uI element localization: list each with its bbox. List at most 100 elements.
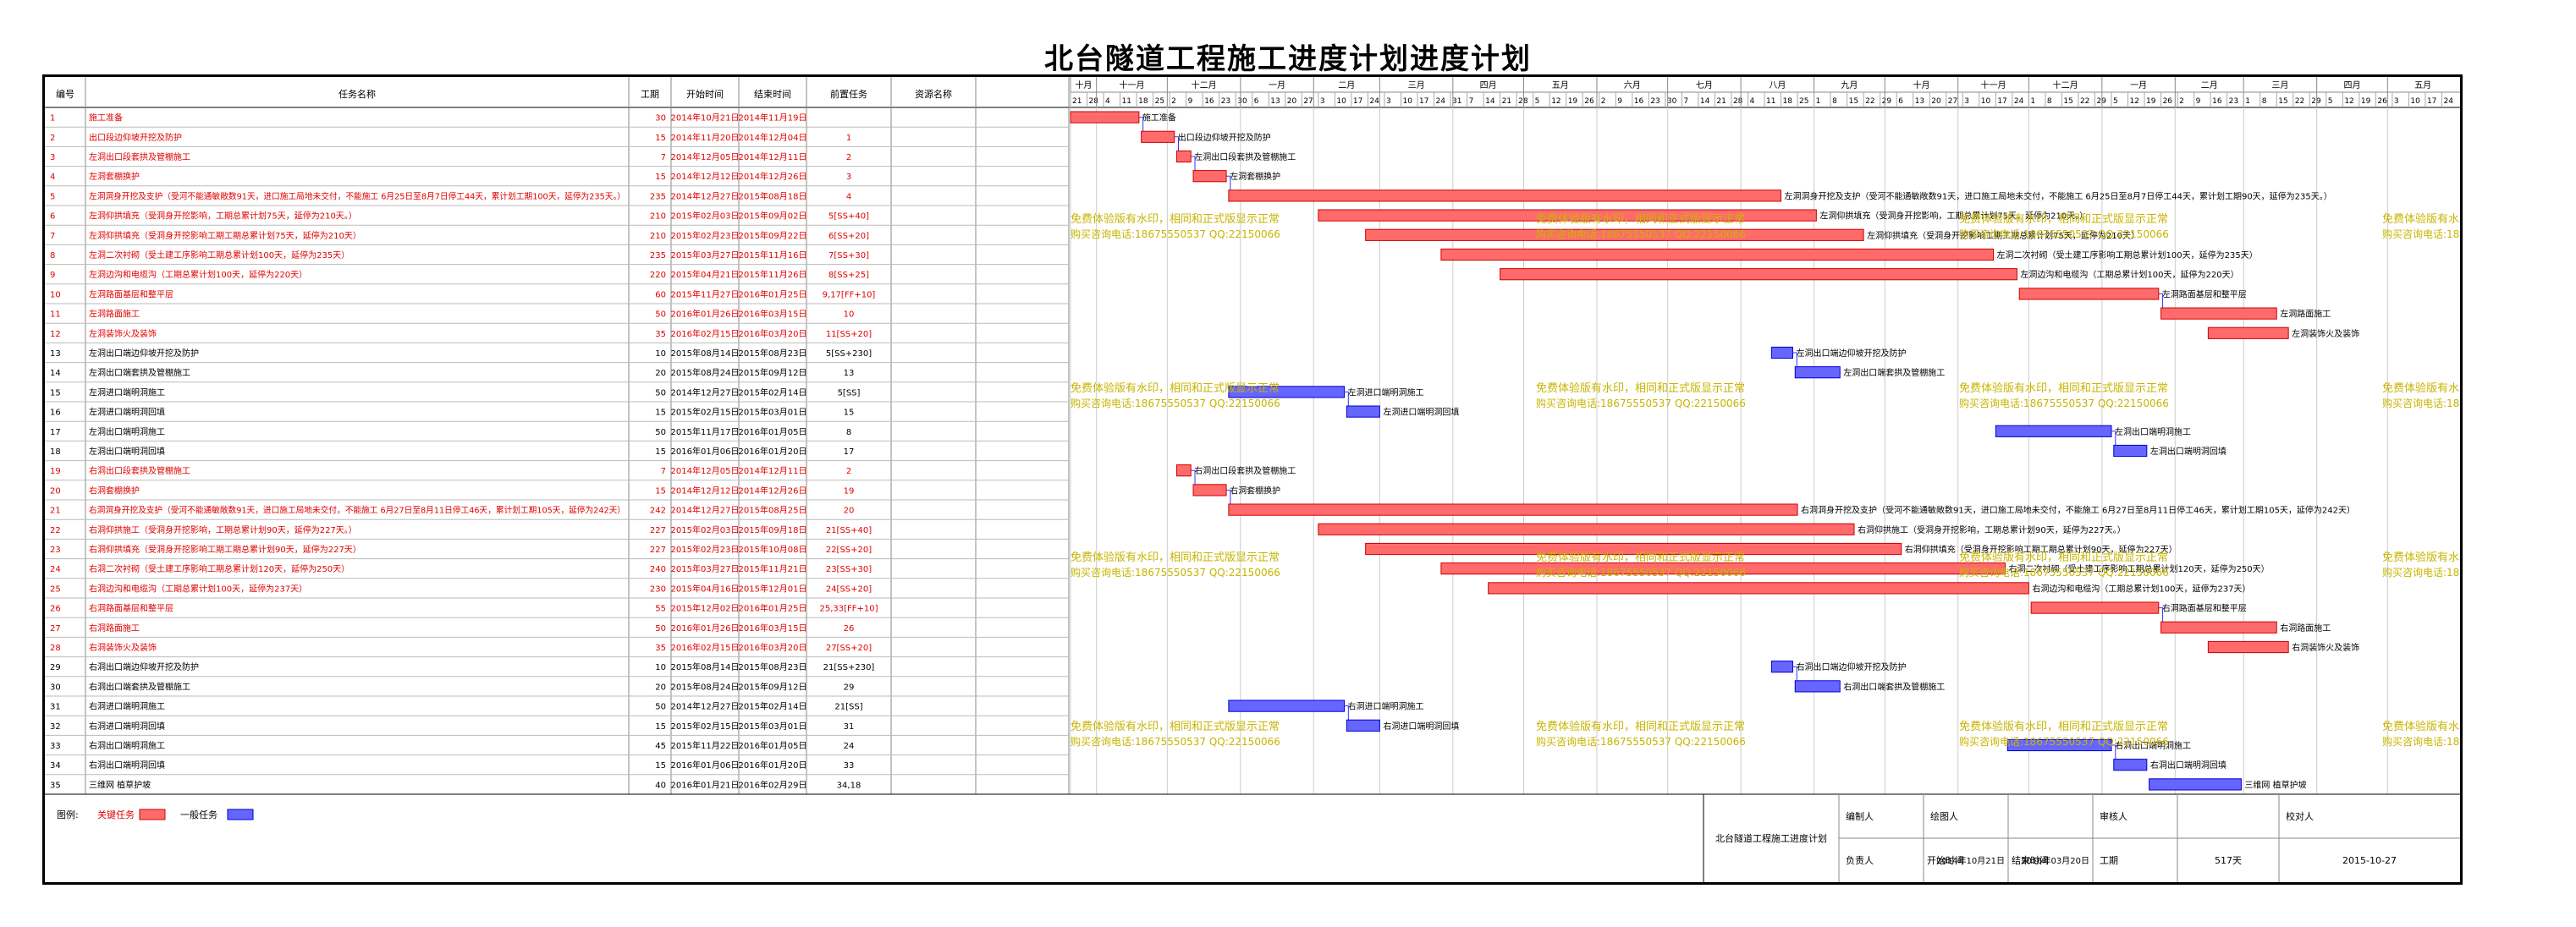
task-predecessor: 34,18 bbox=[837, 781, 861, 790]
column-header: 前置任务 bbox=[830, 88, 867, 100]
task-duration: 20 bbox=[655, 683, 666, 692]
task-predecessor: 5[SS+40] bbox=[828, 212, 869, 222]
task-name: 出口段边仰坡开挖及防护 bbox=[89, 132, 182, 143]
task-start: 2015年02月15日 bbox=[671, 407, 740, 418]
task-start: 2016年01月06日 bbox=[671, 446, 740, 457]
legend-critical-swatch bbox=[139, 809, 166, 820]
task-end: 2016年03月15日 bbox=[739, 309, 807, 320]
week-label: 17 bbox=[1353, 97, 1362, 106]
week-label: 19 bbox=[2361, 97, 2371, 106]
month-label: 五月 bbox=[2414, 80, 2431, 91]
task-predecessor: 22[SS+20] bbox=[826, 546, 872, 555]
gantt-bar bbox=[1794, 366, 1841, 379]
column-header: 结束时间 bbox=[754, 89, 791, 100]
task-duration: 30 bbox=[655, 114, 666, 123]
task-start: 2015年02月15日 bbox=[671, 721, 740, 732]
task-duration: 35 bbox=[655, 330, 666, 339]
task-predecessor: 27[SS+20] bbox=[826, 644, 872, 653]
month-label: 二月 bbox=[1338, 80, 1355, 91]
task-duration: 45 bbox=[655, 742, 666, 751]
month-label: 十二月 bbox=[2053, 80, 2078, 91]
task-predecessor: 8[SS+25] bbox=[828, 271, 869, 280]
week-label: 13 bbox=[1915, 97, 1924, 106]
task-duration: 15 bbox=[655, 761, 666, 771]
task-id: 12 bbox=[50, 330, 61, 339]
task-name: 右洞仰拱填充（受洞身开挖影响工期工期总累计划90天，延停为227天） bbox=[89, 544, 361, 555]
task-name: 左洞出口端明洞回填 bbox=[89, 446, 165, 457]
gantt-bar bbox=[1995, 425, 2112, 437]
week-label: 26 bbox=[2377, 97, 2387, 106]
watermark-text: 免费体验版有水印，相同和正式版显示正常 bbox=[2382, 720, 2460, 733]
gantt-bar bbox=[2113, 444, 2148, 458]
week-label: 8 bbox=[2047, 97, 2052, 106]
task-name: 左洞边沟和电缆沟（工期总累计划100天，延停为220天） bbox=[89, 269, 307, 280]
task-id: 31 bbox=[50, 703, 61, 712]
watermark-text: 免费体验版有水印，相同和正式版显示正常 bbox=[2382, 551, 2460, 564]
task-end: 2015年09月12日 bbox=[739, 367, 807, 378]
week-label: 22 bbox=[2295, 97, 2304, 106]
week-label: 9 bbox=[1617, 97, 1622, 106]
week-label: 18 bbox=[1783, 97, 1793, 106]
task-name: 左洞出口段套拱及管棚施工 bbox=[89, 151, 190, 162]
task-name: 右洞装饰火及装饰 bbox=[89, 642, 157, 653]
watermark-text: 免费体验版有水印，相同和正式版显示正常 bbox=[1959, 381, 2168, 395]
task-name: 左洞路面施工 bbox=[89, 309, 140, 320]
task-name: 右洞出口端套拱及管棚施工 bbox=[89, 681, 190, 692]
task-id: 10 bbox=[50, 290, 61, 299]
footer-reviewer: 审核人 bbox=[2100, 810, 2127, 822]
task-predecessor: 8 bbox=[846, 428, 851, 437]
week-label: 15 bbox=[2063, 97, 2072, 106]
task-id: 23 bbox=[50, 546, 61, 555]
task-start: 2016年02月15日 bbox=[671, 328, 740, 339]
task-name: 左洞出口端套拱及管棚施工 bbox=[89, 367, 190, 378]
week-label: 21 bbox=[1072, 97, 1082, 106]
task-duration: 50 bbox=[655, 388, 666, 398]
gantt-bar bbox=[1365, 228, 1864, 241]
task-id: 7 bbox=[50, 232, 55, 241]
week-label: 24 bbox=[1369, 97, 1379, 106]
week-label: 26 bbox=[2163, 97, 2173, 106]
gantt-bar bbox=[1070, 111, 1140, 123]
bar-label: 右洞装饰火及装饰 bbox=[2292, 642, 2359, 653]
week-label: 27 bbox=[1303, 97, 1313, 106]
task-predecessor: 4 bbox=[846, 192, 851, 201]
week-label: 21 bbox=[1716, 97, 1726, 106]
dependency-link bbox=[2111, 744, 2116, 760]
task-end: 2015年03月01日 bbox=[739, 407, 807, 418]
task-duration: 227 bbox=[650, 526, 666, 535]
week-label: 1 bbox=[1816, 97, 1821, 106]
legend-normal-swatch bbox=[227, 809, 254, 820]
week-label: 5 bbox=[2328, 97, 2333, 106]
week-label: 9 bbox=[1188, 97, 1193, 106]
gantt-bar bbox=[1318, 209, 1817, 222]
bar-label: 左洞边沟和电缆沟（工期总累计划100天，延停为220天） bbox=[2020, 269, 2238, 280]
task-end: 2016年01月20日 bbox=[739, 760, 807, 771]
task-name: 左洞出口端边仰坡开挖及防护 bbox=[89, 348, 199, 359]
week-label: 4 bbox=[1749, 97, 1754, 106]
task-name: 右洞路面基层和整平层 bbox=[89, 603, 173, 614]
watermark-text: 购买咨询电话:18675550537 QQ:22150066 bbox=[1959, 566, 2169, 579]
task-end: 2015年09月22日 bbox=[739, 230, 807, 241]
month-label: 二月 bbox=[2201, 80, 2218, 91]
month-label: 五月 bbox=[1552, 80, 1569, 91]
gantt-bar bbox=[2160, 307, 2277, 320]
task-end: 2015年11月16日 bbox=[739, 250, 807, 261]
task-duration: 50 bbox=[655, 624, 666, 634]
task-end: 2016年01月25日 bbox=[739, 603, 807, 614]
week-label: 12 bbox=[1551, 97, 1560, 106]
task-predecessor: 7[SS+30] bbox=[828, 251, 869, 261]
watermark-text: 购买咨询电话:18675550537 QQ:22150066 bbox=[1959, 397, 2169, 409]
task-duration: 35 bbox=[655, 644, 666, 653]
task-end: 2016年01月05日 bbox=[739, 740, 807, 751]
task-id: 11 bbox=[50, 310, 61, 320]
week-label: 24 bbox=[2443, 97, 2453, 106]
task-start: 2014年12月12日 bbox=[671, 171, 740, 182]
task-duration: 50 bbox=[655, 428, 666, 437]
task-name: 右洞出口端边仰坡开挖及防护 bbox=[89, 661, 199, 672]
week-label: 12 bbox=[2344, 97, 2353, 106]
task-id: 35 bbox=[50, 781, 61, 790]
task-id: 16 bbox=[50, 409, 61, 418]
gantt-bar bbox=[1770, 661, 1793, 673]
task-end: 2015年09月02日 bbox=[739, 211, 807, 222]
gantt-bar bbox=[1228, 386, 1346, 398]
